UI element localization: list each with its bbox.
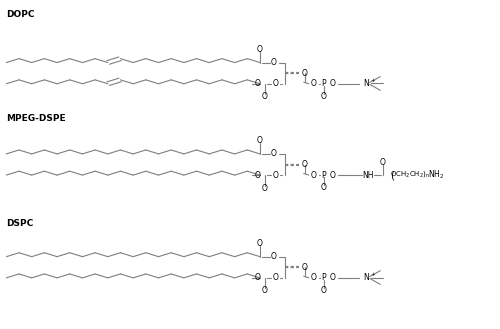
Text: N: N (364, 273, 369, 282)
Text: P: P (322, 273, 326, 282)
Text: O: O (271, 252, 277, 261)
Text: O: O (271, 58, 277, 67)
Text: P: P (322, 79, 326, 88)
Text: O: O (257, 45, 263, 54)
Text: DSPC: DSPC (6, 219, 34, 228)
Text: MPEG-DSPE: MPEG-DSPE (6, 114, 66, 123)
Text: O: O (271, 149, 277, 158)
Text: O: O (255, 171, 261, 180)
Text: $\mathregular{OCH_2CH_2)_n}$: $\mathregular{OCH_2CH_2)_n}$ (390, 169, 430, 179)
Text: N: N (364, 79, 369, 88)
Text: NH: NH (362, 171, 374, 180)
Text: O: O (302, 263, 308, 272)
Text: +: + (370, 272, 374, 277)
Text: (: ( (390, 170, 394, 180)
Text: O: O (320, 92, 326, 101)
Text: O: O (330, 273, 336, 282)
Text: P: P (322, 171, 326, 180)
Text: O: O (262, 92, 268, 101)
Text: O: O (273, 79, 279, 88)
Text: O: O (320, 183, 326, 192)
Text: +: + (370, 78, 374, 83)
Text: DOPC: DOPC (6, 10, 35, 19)
Text: O: O (310, 171, 316, 180)
Text: O: O (273, 273, 279, 282)
Text: O: O (273, 171, 279, 180)
Text: O: O (302, 69, 308, 78)
Text: O: O (302, 160, 308, 169)
Text: O: O (310, 79, 316, 88)
Text: O: O (310, 273, 316, 282)
Text: O: O (330, 171, 336, 180)
Text: O: O (257, 239, 263, 248)
Text: O: O (262, 184, 268, 193)
Text: O: O (380, 158, 386, 167)
Text: O: O (262, 287, 268, 295)
Text: O: O (330, 79, 336, 88)
Text: O: O (320, 286, 326, 295)
Text: O: O (255, 273, 261, 282)
Text: O: O (255, 79, 261, 88)
Text: O: O (257, 136, 263, 145)
Text: NH$_2$: NH$_2$ (428, 169, 444, 181)
